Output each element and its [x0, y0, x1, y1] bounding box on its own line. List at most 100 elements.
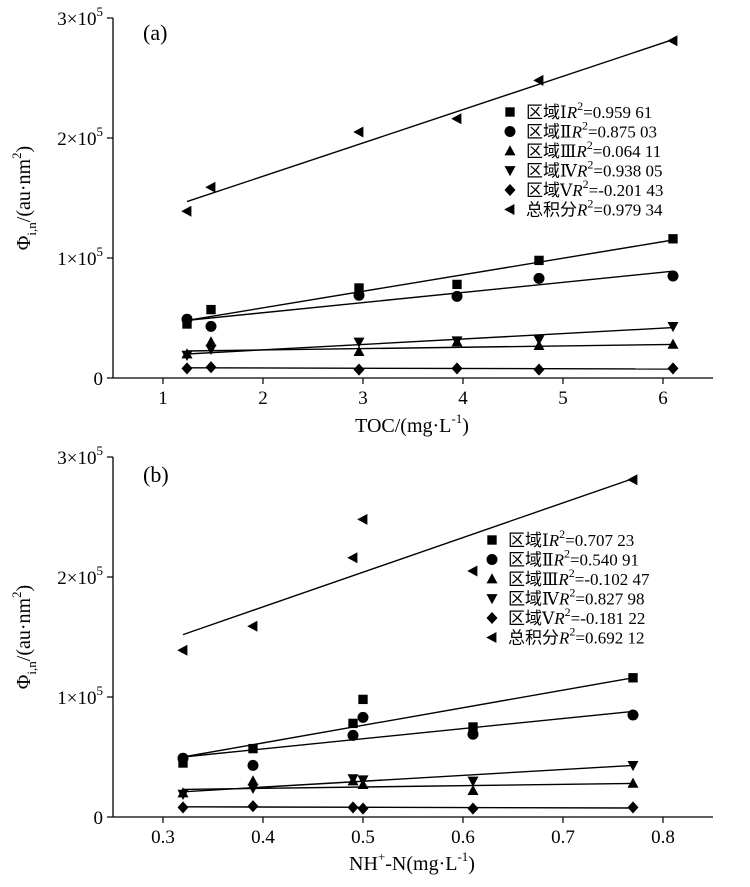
data-point-diamond: [667, 362, 679, 375]
fit-line-triangle-left: [182, 477, 634, 636]
legend-marker-triangle-left: [486, 632, 497, 643]
data-point-triangle-left: [353, 126, 364, 138]
x-axis-label: NH+-N(mg·L-1): [349, 849, 475, 875]
legend-entry: 总积分R2=0.979 34: [526, 197, 663, 220]
data-point-triangle-up: [467, 784, 479, 795]
y-tick-label: 3×105: [57, 443, 103, 469]
y-tick-label: 0: [94, 369, 104, 390]
fit-line-triangle-down: [186, 326, 674, 355]
data-point-triangle-left: [205, 181, 216, 193]
data-point-diamond: [347, 801, 359, 814]
data-point-diamond: [205, 361, 217, 374]
x-tick-label: 5: [558, 388, 568, 409]
data-point-triangle-left: [533, 74, 544, 86]
data-point-triangle-down: [451, 336, 463, 347]
panel-label: (a): [143, 20, 167, 45]
x-tick-label: 6: [658, 388, 668, 409]
legend-entry: 区域ⅤR2=-0.181 22: [508, 605, 645, 628]
data-point-square: [354, 283, 364, 293]
y-tick-label: 2×105: [57, 124, 103, 150]
data-point-triangle-down: [667, 322, 679, 333]
x-tick-label: 4: [458, 388, 468, 409]
data-point-triangle-down: [533, 335, 545, 346]
data-point-circle: [205, 320, 217, 332]
y-tick-label: 0: [94, 808, 104, 829]
data-point-square: [668, 234, 678, 244]
x-tick-label: 0.8: [651, 827, 675, 848]
data-point-square: [468, 722, 478, 732]
legend-entry: 区域ⅠR2=0.707 23: [508, 527, 634, 550]
data-point-circle: [467, 728, 479, 740]
legend-entry: 区域ⅢR2=-0.102 47: [508, 566, 650, 589]
y-axis-label: Φi,n/(au·nm2): [9, 146, 39, 250]
data-point-triangle-down: [181, 350, 193, 361]
data-point-circle: [177, 752, 189, 764]
legend-entry: 区域ⅡR2=0.540 91: [508, 547, 639, 570]
legend-entry: 区域ⅡR2=0.875 03: [526, 119, 657, 142]
data-point-diamond: [627, 801, 639, 814]
legend-marker-square: [505, 107, 515, 117]
data-point-circle: [353, 289, 365, 301]
data-point-circle: [347, 729, 359, 741]
legend-entry: 区域ⅤR2=-0.201 43: [526, 177, 663, 200]
legend-marker-triangle-up: [504, 145, 516, 156]
legend-marker-circle: [504, 126, 516, 137]
fit-line-square: [182, 677, 634, 758]
data-point-diamond: [533, 363, 545, 376]
legend-marker-triangle-down: [486, 594, 498, 605]
data-point-triangle-left: [247, 620, 258, 632]
fit-line-square: [186, 239, 674, 322]
fit-line-diamond: [186, 367, 674, 370]
x-tick-label: 0.4: [251, 827, 275, 848]
x-tick-label: 0.6: [451, 827, 475, 848]
x-tick-label: 1: [158, 388, 168, 409]
legend-marker-triangle-up: [486, 573, 498, 584]
data-point-circle: [247, 759, 259, 771]
data-point-square: [628, 673, 638, 683]
panel-b: 0.3 0.4 0.5 0.6 0.7 0.8 0 1×105 2×105 3×105 (b) NH+…: [9, 443, 713, 875]
data-point-triangle-left: [181, 205, 192, 217]
data-point-triangle-down: [353, 337, 365, 348]
fit-line-triangle-up: [182, 782, 634, 791]
data-point-circle: [357, 711, 369, 723]
data-point-diamond: [181, 362, 193, 375]
data-point-diamond: [177, 801, 189, 814]
data-point-circle: [451, 290, 463, 302]
panel-label: (b): [143, 462, 169, 487]
y-tick-label: 3×105: [57, 4, 103, 30]
data-point-triangle-up: [205, 336, 217, 347]
data-point-square: [534, 255, 544, 266]
data-point-triangle-left: [667, 35, 678, 47]
fit-line-diamond: [182, 806, 634, 809]
x-tick-label: 0.7: [551, 827, 575, 848]
legend-marker-diamond: [504, 183, 516, 197]
data-point-square: [206, 304, 216, 315]
data-point-diamond: [467, 802, 479, 815]
data-point-diamond: [357, 802, 369, 815]
data-point-triangle-left: [357, 513, 368, 525]
data-point-diamond: [451, 362, 463, 375]
data-point-triangle-left: [347, 552, 358, 564]
data-point-triangle-down: [247, 783, 259, 794]
legend-marker-triangle-down: [504, 166, 516, 177]
legend-marker-diamond: [486, 611, 498, 625]
data-point-triangle-down: [177, 789, 189, 800]
legend-entry: 总积分R2=0.692 12: [508, 625, 644, 648]
data-point-circle: [667, 270, 679, 282]
data-point-diamond: [353, 363, 365, 376]
legend-marker-circle: [486, 554, 498, 565]
fit-line-triangle-down: [182, 764, 634, 793]
data-point-circle: [533, 272, 545, 284]
data-point-triangle-left: [467, 565, 478, 577]
data-point-circle: [181, 313, 193, 325]
data-point-triangle-down: [357, 775, 369, 786]
legend-entry: 区域ⅢR2=0.064 11: [526, 138, 661, 161]
y-axis-label: Φi,n/(au·nm2): [9, 585, 39, 689]
data-point-square: [248, 743, 258, 754]
fit-line-circle: [182, 710, 634, 758]
data-point-triangle-down: [627, 761, 639, 772]
data-point-diamond: [247, 800, 259, 813]
